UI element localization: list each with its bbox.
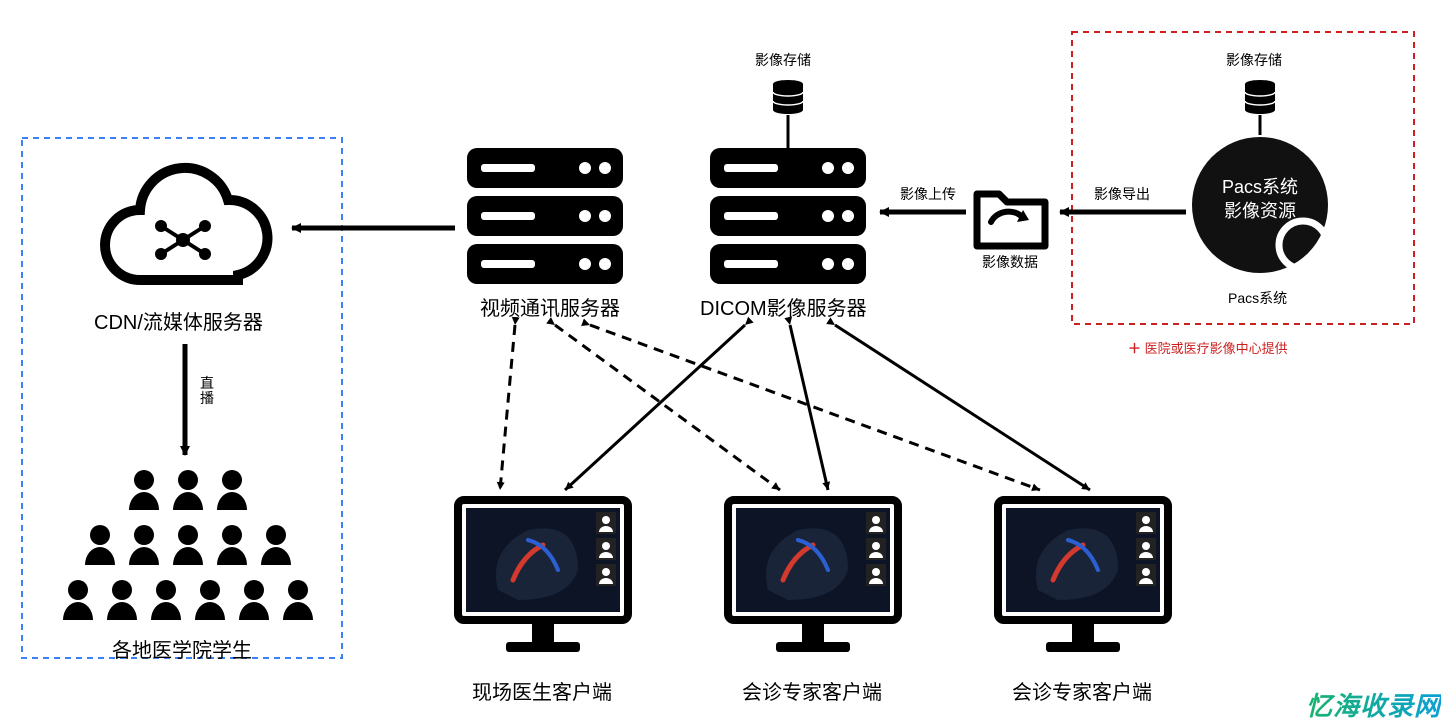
blue-dashed-box [22, 138, 342, 658]
pacs-inner-bottom: 影像资源 [1224, 201, 1296, 221]
export-label: 影像导出 [1094, 184, 1150, 204]
video-server-label: 视频通讯服务器 [480, 292, 620, 321]
pacs-caption: Pacs系统 [1228, 288, 1287, 308]
architecture-diagram: Pacs系统 影像资源 [0, 0, 1445, 725]
edge-d-m3 [835, 325, 1090, 490]
dicom-server-label: DICOM影像服务器 [700, 292, 867, 321]
server-icon-video [467, 148, 623, 284]
monitor2-label: 会诊专家客户端 [742, 676, 882, 705]
storage-pacs-label: 影像存储 [1226, 50, 1282, 70]
edge-v-m2 [555, 325, 780, 490]
upload-label: 影像上传 [900, 184, 956, 204]
folder-icon [977, 194, 1045, 246]
edge-v-m3 [590, 325, 1040, 490]
provider-annotation: ＋ 医院或医疗影像中心提供 [1128, 338, 1288, 357]
pacs-inner-top: Pacs系统 [1222, 177, 1298, 197]
pacs-icon: Pacs系统 影像资源 [1192, 137, 1337, 279]
server-icon-dicom [710, 148, 866, 284]
monitor-icon-3 [998, 500, 1168, 652]
cloud-icon [105, 168, 267, 280]
edge-d-m1 [565, 325, 745, 490]
monitor-icon-2 [728, 500, 898, 652]
storage-top-label: 影像存储 [755, 50, 811, 70]
cdn-label: CDN/流媒体服务器 [94, 306, 263, 335]
audience-label: 各地医学院学生 [112, 634, 252, 663]
live-label: 直播 [200, 376, 214, 407]
red-dashed-box [1072, 32, 1414, 324]
monitor1-label: 现场医生客户端 [472, 676, 612, 705]
audience-icon [63, 470, 313, 620]
monitor-icon-1 [458, 500, 628, 652]
monitor3-label: 会诊专家客户端 [1012, 676, 1152, 705]
storage-icon-top [773, 80, 803, 114]
folder-label: 影像数据 [982, 252, 1038, 272]
storage-icon-pacs [1245, 80, 1275, 114]
edge-v-m1 [500, 325, 515, 490]
edge-d-m2 [790, 325, 828, 490]
watermark: 忆海收录网 [1306, 686, 1441, 723]
